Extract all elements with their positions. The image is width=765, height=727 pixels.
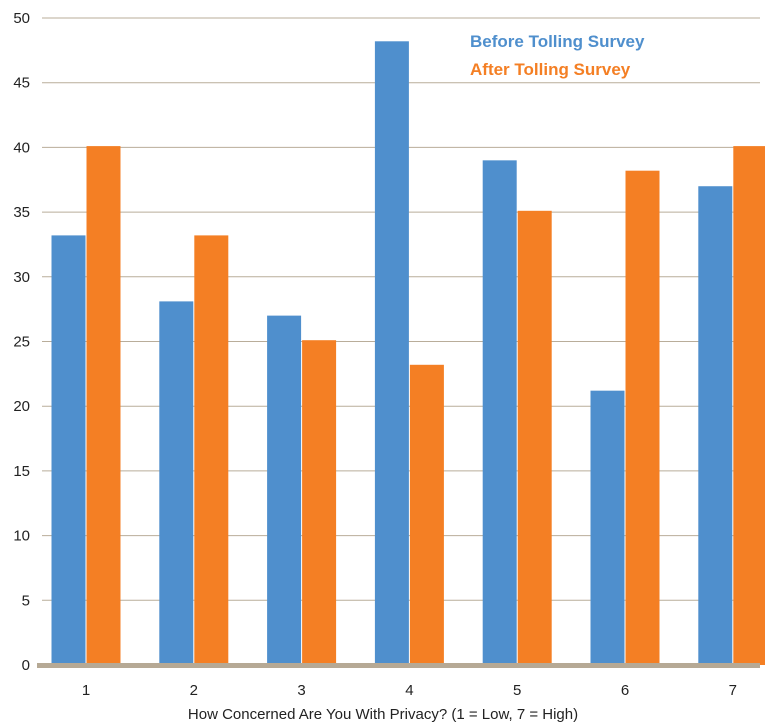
y-tick-label: 20 — [13, 398, 30, 415]
y-tick-label: 40 — [13, 139, 30, 156]
y-tick-label: 15 — [13, 463, 30, 480]
before-bar-5 — [482, 160, 517, 665]
legend-entry-before: Before Tolling Survey — [470, 32, 645, 51]
x-tick-label: 6 — [621, 682, 629, 699]
y-tick-label: 10 — [13, 528, 30, 545]
after-bar-3 — [302, 340, 337, 665]
after-bar-2 — [194, 235, 229, 665]
x-axis-ticks: 1 2 3 4 5 6 7 — [82, 682, 737, 699]
y-axis-ticks: 0 5 10 15 20 25 30 35 40 45 50 — [13, 10, 30, 674]
x-axis-title: How Concerned Are You With Privacy? (1 =… — [188, 706, 578, 723]
after-bar-6 — [625, 170, 660, 665]
y-tick-label: 25 — [13, 334, 30, 351]
y-tick-label: 0 — [22, 657, 30, 674]
x-tick-label: 5 — [513, 682, 521, 699]
after-bar-5 — [517, 210, 552, 665]
x-tick-label: 7 — [729, 682, 737, 699]
legend: Before Tolling Survey After Tolling Surv… — [470, 32, 645, 79]
before-bar-6 — [590, 390, 625, 665]
after-bar-1 — [86, 146, 121, 665]
bars — [51, 41, 765, 666]
x-tick-label: 4 — [405, 682, 413, 699]
before-bar-1 — [51, 235, 86, 665]
x-tick-label: 1 — [82, 682, 90, 699]
y-tick-label: 35 — [13, 204, 30, 221]
y-tick-label: 50 — [13, 10, 30, 27]
legend-entry-after: After Tolling Survey — [470, 60, 631, 79]
before-bar-7 — [698, 186, 733, 665]
before-bar-2 — [159, 301, 194, 665]
x-axis-baseline — [37, 663, 760, 668]
before-bar-3 — [267, 315, 302, 665]
y-tick-label: 30 — [13, 269, 30, 286]
y-tick-label: 45 — [13, 75, 30, 92]
after-bar-4 — [409, 364, 444, 665]
before-bar-4 — [374, 41, 409, 666]
y-tick-label: 5 — [22, 592, 30, 609]
x-tick-label: 3 — [297, 682, 305, 699]
after-bar-7 — [733, 146, 765, 665]
x-tick-label: 2 — [190, 682, 198, 699]
